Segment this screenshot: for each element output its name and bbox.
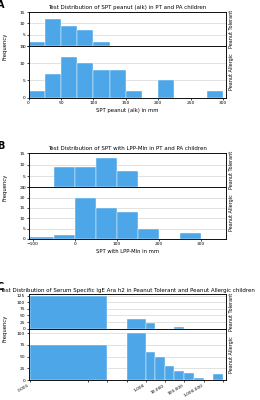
Bar: [29, 237, 54, 239]
Bar: [109, 70, 126, 98]
Bar: [127, 333, 146, 380]
Bar: [155, 357, 165, 380]
Bar: [93, 42, 109, 46]
X-axis label: SPT with LPP-Mln in mm: SPT with LPP-Mln in mm: [96, 249, 159, 254]
Bar: [75, 167, 96, 188]
Text: Frequency: Frequency: [3, 315, 8, 342]
Bar: [45, 74, 61, 98]
Bar: [29, 42, 45, 46]
Bar: [207, 91, 223, 98]
Bar: [77, 30, 93, 46]
Bar: [29, 91, 45, 98]
Bar: [54, 235, 75, 239]
Bar: [93, 70, 109, 98]
Y-axis label: Peanut Tolerant: Peanut Tolerant: [229, 151, 234, 190]
Bar: [117, 172, 138, 188]
Title: Test Distribution of SPT with LPP-Mln in PT and PA children: Test Distribution of SPT with LPP-Mln in…: [48, 146, 207, 152]
Bar: [96, 158, 117, 188]
Y-axis label: Peanut Allergic: Peanut Allergic: [229, 195, 234, 232]
Y-axis label: Peanut Tolerant: Peanut Tolerant: [229, 10, 234, 48]
Bar: [213, 374, 223, 380]
Bar: [180, 233, 201, 239]
Bar: [138, 228, 159, 239]
Bar: [96, 208, 117, 239]
Title: Test Distribution of SPT peanut (alk) in PT and PA children: Test Distribution of SPT peanut (alk) in…: [48, 5, 206, 10]
Bar: [75, 198, 96, 239]
Bar: [165, 366, 174, 380]
Bar: [174, 371, 184, 380]
Text: C: C: [0, 282, 4, 292]
Bar: [45, 19, 61, 46]
Bar: [30, 296, 107, 329]
Bar: [61, 56, 77, 98]
Bar: [174, 326, 184, 329]
Bar: [30, 345, 107, 380]
Bar: [117, 212, 138, 239]
Text: B: B: [0, 141, 4, 151]
Bar: [61, 26, 77, 46]
X-axis label: SPT peanut (alk) in mm: SPT peanut (alk) in mm: [96, 108, 159, 113]
Y-axis label: Peanut Allergic: Peanut Allergic: [229, 54, 234, 90]
Bar: [146, 323, 155, 329]
Y-axis label: Peanut Allergic: Peanut Allergic: [229, 336, 234, 373]
Bar: [158, 80, 174, 98]
Bar: [146, 352, 155, 380]
Title: Test Distribution of Serum Specific IgE Ara h2 in Peanut Tolerant and Peanut All: Test Distribution of Serum Specific IgE …: [0, 288, 255, 293]
Text: Frequency: Frequency: [3, 174, 8, 201]
Bar: [54, 167, 75, 188]
Bar: [127, 320, 146, 329]
Y-axis label: Peanut Tolerant: Peanut Tolerant: [229, 292, 234, 331]
Text: Frequency: Frequency: [3, 32, 8, 60]
Bar: [193, 378, 204, 380]
Bar: [184, 373, 193, 380]
Bar: [126, 91, 142, 98]
Text: A: A: [0, 0, 4, 10]
Bar: [77, 63, 93, 98]
